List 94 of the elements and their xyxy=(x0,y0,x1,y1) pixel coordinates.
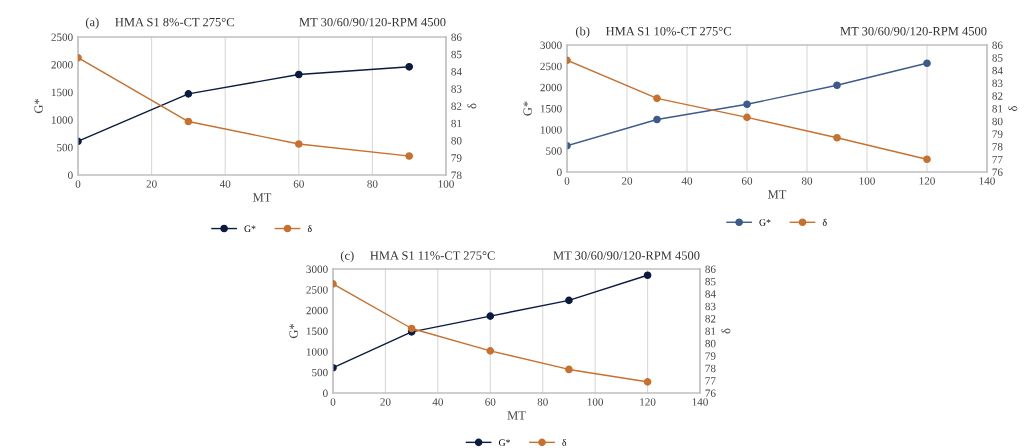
y2-axis-title: δ xyxy=(1008,106,1018,111)
y-tick-label: 3000 xyxy=(306,265,328,273)
x-tick-label: 80 xyxy=(367,180,378,188)
x-tick-label: 40 xyxy=(219,180,231,188)
y2-tick-label: 84 xyxy=(451,67,462,76)
x-tick-label: 0 xyxy=(75,180,81,188)
y-tick-label: 1500 xyxy=(306,327,328,335)
x-tick-label: 40 xyxy=(681,177,693,185)
y2-tick-label: 80 xyxy=(705,339,716,348)
y2-tick-label: 82 xyxy=(992,92,1003,100)
y2-tick-label: 83 xyxy=(992,79,1003,88)
y2-axis-title: δ xyxy=(467,103,477,109)
y2-tick-label: 76 xyxy=(705,389,716,397)
y-tick-label: 2500 xyxy=(51,33,73,41)
legend-label: G* xyxy=(759,219,771,226)
y2-tick-label: 80 xyxy=(451,136,462,145)
y2-tick-label: 78 xyxy=(451,171,462,179)
y2-tick-label: 84 xyxy=(992,66,1003,75)
y2-tick-label: 82 xyxy=(451,102,462,110)
x-tick-label: 120 xyxy=(919,177,935,185)
y2-tick-label: 83 xyxy=(451,85,462,93)
legend-label: G* xyxy=(244,225,256,233)
x-tick-label: 100 xyxy=(587,398,604,406)
y-tick-label: 500 xyxy=(546,147,562,155)
y-tick-label: 1000 xyxy=(540,126,562,134)
x-tick-label: 20 xyxy=(621,177,633,185)
x-tick-label: 0 xyxy=(564,177,570,185)
y-tick-label: 2000 xyxy=(540,83,562,92)
x-tick-label: 140 xyxy=(979,177,995,185)
x-axis-title: MT xyxy=(507,411,526,420)
chart-title: (c) HMA S1 11%-CT 275°C xyxy=(340,250,495,263)
y2-tick-label: 79 xyxy=(451,154,462,162)
y2-tick-label: 86 xyxy=(705,265,716,273)
y2-tick-label: 80 xyxy=(992,117,1003,126)
legend-label: δ xyxy=(307,225,312,233)
chart-subtitle: MT 30/60/90/120-RPM 4500 xyxy=(840,26,987,36)
chart-subtitle: MT 30/60/90/120-RPM 4500 xyxy=(553,251,700,260)
x-tick-label: 60 xyxy=(485,398,496,406)
x-tick-label: 20 xyxy=(380,398,391,406)
y-tick-label: 2500 xyxy=(306,286,328,294)
y-tick-label: 3000 xyxy=(540,41,562,49)
y2-tick-label: 86 xyxy=(992,41,1003,49)
x-tick-label: 0 xyxy=(330,398,336,406)
chart-subtitle: MT 30/60/90/120-RPM 4500 xyxy=(299,17,446,27)
y2-tick-label: 82 xyxy=(705,315,716,323)
x-tick-label: 60 xyxy=(293,180,304,188)
x-tick-label: 80 xyxy=(801,177,813,185)
x-tick-label: 120 xyxy=(640,398,656,406)
y2-tick-label: 81 xyxy=(992,104,1003,113)
y-axis-title: G* xyxy=(34,98,43,114)
y-tick-label: 2500 xyxy=(540,62,562,71)
y-tick-label: 1000 xyxy=(306,348,328,356)
x-tick-label: 40 xyxy=(432,398,443,406)
y2-tick-label: 81 xyxy=(451,119,462,128)
legend-label: δ xyxy=(562,438,567,446)
y-tick-label: 2000 xyxy=(306,306,328,315)
y2-tick-label: 84 xyxy=(705,290,716,298)
y2-tick-label: 78 xyxy=(705,364,716,373)
y-tick-label: 500 xyxy=(312,368,328,377)
y2-tick-label: 79 xyxy=(705,352,716,360)
y-tick-label: 0 xyxy=(323,389,328,397)
x-tick-label: 20 xyxy=(146,180,157,188)
y-tick-label: 1500 xyxy=(51,88,73,97)
y2-axis-title: δ xyxy=(721,328,731,334)
y2-tick-label: 86 xyxy=(451,33,462,41)
chart-title: (b) HMA S1 10%-CT 275°C xyxy=(575,26,731,38)
y2-tick-label: 76 xyxy=(992,168,1003,176)
x-tick-label: 60 xyxy=(741,177,753,185)
x-tick-label: 140 xyxy=(692,398,708,406)
y-tick-label: 1000 xyxy=(51,116,73,124)
y2-tick-label: 85 xyxy=(451,50,462,59)
y-axis-title: G* xyxy=(289,323,298,339)
y2-tick-label: 79 xyxy=(992,130,1003,138)
y2-tick-label: 83 xyxy=(705,302,716,311)
y-axis-title: G* xyxy=(523,101,532,116)
legend-label: δ xyxy=(822,218,827,226)
x-tick-label: 80 xyxy=(537,398,548,406)
chart-title: (a) HMA S1 8%-CT 275°C xyxy=(85,17,234,29)
y2-tick-label: 77 xyxy=(705,377,716,385)
y-tick-label: 0 xyxy=(68,171,73,179)
y2-tick-label: 81 xyxy=(705,327,716,335)
y-tick-label: 2000 xyxy=(51,61,73,69)
y2-tick-label: 78 xyxy=(992,143,1003,151)
y2-tick-label: 77 xyxy=(992,155,1003,164)
y2-tick-label: 85 xyxy=(705,277,716,286)
y2-tick-label: 85 xyxy=(992,54,1003,62)
y-tick-label: 500 xyxy=(57,143,73,152)
y-tick-label: 1500 xyxy=(540,104,562,113)
x-tick-label: 100 xyxy=(859,177,875,185)
x-tick-label: 100 xyxy=(438,180,454,188)
legend-label: G* xyxy=(498,439,510,446)
x-axis-title: MT xyxy=(252,193,272,202)
y-tick-label: 0 xyxy=(557,168,562,176)
x-axis-title: MT xyxy=(767,190,787,199)
